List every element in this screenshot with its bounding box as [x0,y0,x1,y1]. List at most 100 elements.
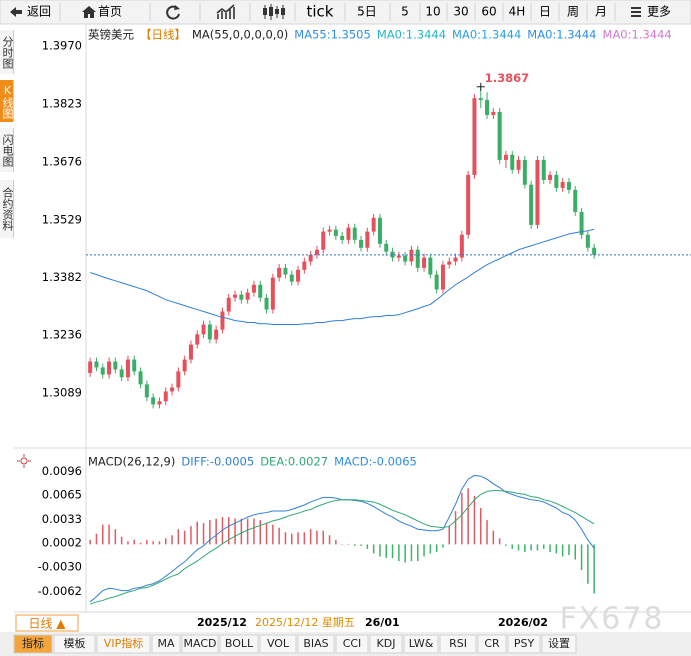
bottom-tab-frame[interactable] [369,634,403,654]
period-button[interactable]: 日线 ▲ [28,617,66,631]
bottom-tab[interactable]: LW& [409,637,434,650]
period-button[interactable]: 5日 [357,5,377,19]
candle-body [251,284,256,293]
back-button[interactable]: 返回 [27,5,51,19]
bottom-tab-frame[interactable] [403,634,439,654]
candle-body [233,294,238,298]
side-tab[interactable]: 闪电图 [0,128,14,172]
bottom-tab[interactable]: PSY [514,637,535,650]
dea-line [89,490,595,605]
macd-bar [517,544,520,551]
period-button[interactable]: 周 [567,5,579,19]
macd-bar [108,524,110,545]
macd-bar [391,544,394,559]
candle-body [214,329,219,340]
candle-body [359,239,364,248]
candle-body [327,229,332,232]
period-button-frame[interactable] [15,614,79,632]
macd-bar [398,544,400,562]
candle-body [283,267,288,275]
candle-body [220,311,225,330]
candle-body [239,294,244,300]
more-button[interactable]: 更多 [647,5,671,19]
bottom-tab[interactable]: MA [157,637,174,650]
candle-body [459,234,464,258]
bottom-tab[interactable]: BIAS [303,637,328,650]
bottom-tab[interactable]: CR [484,637,500,650]
candle-body [113,361,118,370]
bottom-tab-frame[interactable] [259,634,297,654]
macd-bar [303,532,306,545]
candle-body [258,284,263,298]
bottom-tab[interactable]: 设置 [548,637,570,650]
macd-bar [183,530,186,545]
period-button[interactable]: tick [307,3,334,21]
period-button[interactable]: 5 [401,5,409,19]
bottom-tab[interactable]: 指标 [22,636,44,650]
candle-body [403,255,408,262]
candle-body [560,181,565,188]
bottom-tab-frame[interactable] [151,634,181,654]
period-button[interactable]: 4H [509,5,526,19]
candle-body [157,401,162,405]
bottom-tab[interactable]: RSI [449,637,467,650]
legend-item: MA0:1.3444 [377,28,446,42]
bottom-tab[interactable]: KDJ [377,637,396,650]
candle-body [573,189,578,212]
bottom-tab-frame[interactable] [219,634,259,654]
macd-bar [511,544,513,549]
macd-bar [259,520,261,545]
candle-body [195,334,200,345]
period-button[interactable]: 60 [481,5,496,19]
period-button[interactable]: 日 [539,5,551,19]
y-tick-label: -0.0062 [38,584,82,598]
bottom-tab-frame[interactable] [541,634,577,654]
macd-bar [139,542,142,545]
bottom-tab[interactable]: 模板 [64,636,86,650]
period-button[interactable]: 10 [425,5,440,19]
macd-bar [568,544,570,555]
bottom-tab-frame[interactable] [13,634,53,654]
side-tab-active[interactable]: K线图 [0,80,14,122]
settings-icon[interactable] [20,457,28,465]
bottom-tab[interactable]: MACD [184,637,217,650]
macd-bar [152,541,154,545]
bottom-tab-frame[interactable] [507,634,541,654]
period-button[interactable]: 30 [453,5,468,19]
macd-bar [448,526,450,545]
home-button[interactable]: 首页 [98,5,122,19]
macd-bar [291,533,293,545]
bottom-tab-frame[interactable] [181,634,219,654]
candle-body [522,159,527,185]
legend-item: MACD:-0.0065 [334,455,417,469]
candle-body [535,159,540,225]
candle-body [409,249,414,262]
candle-body [377,217,382,244]
bottom-tab-frame[interactable] [335,634,369,654]
bottom-tab[interactable]: VIP指标 [104,636,143,650]
refresh-icon-head [174,5,180,10]
bottom-tab-frame[interactable] [439,634,477,654]
candle-body [138,371,143,385]
bottom-tab[interactable]: CCI [343,637,362,650]
side-tab[interactable]: 分时图 [0,30,14,74]
bottom-tab[interactable]: BOLL [225,637,254,650]
side-tab[interactable]: 合约资料 [0,180,14,238]
bottom-tab-frame[interactable] [96,634,151,654]
bottom-tab-frame[interactable] [297,634,335,654]
legend-item: 英镑美元 [88,28,134,42]
settings-icon-rays [17,454,31,468]
macd-bar [530,544,532,551]
bottom-tab[interactable]: VOL [267,637,290,650]
bottom-tab-frame[interactable] [477,634,507,654]
more-icon[interactable] [631,7,641,17]
candle-body [447,261,452,265]
bottom-tab-frame[interactable] [53,634,96,654]
macd-bar [246,518,249,545]
candle-body [585,234,590,248]
macd-bar [467,488,469,545]
chart-icon[interactable] [216,4,235,19]
macd-bar [196,521,198,545]
period-button[interactable]: 月 [595,5,607,19]
candle-body [352,227,357,240]
